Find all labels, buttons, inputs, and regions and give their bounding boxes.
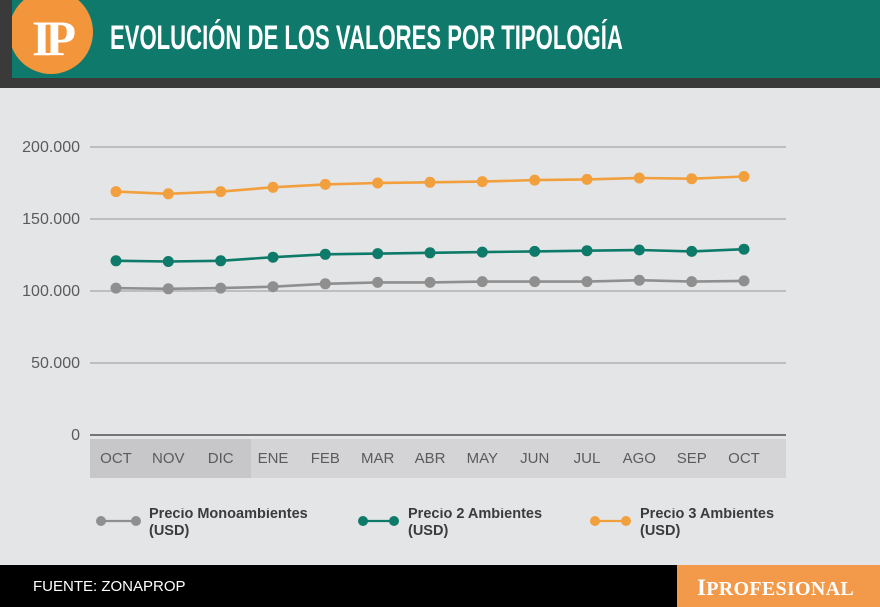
- svg-text:FEB: FEB: [311, 450, 340, 467]
- svg-text:ABR: ABR: [415, 450, 446, 467]
- svg-text:150.000: 150.000: [22, 211, 80, 228]
- svg-text:Precio 2 Ambientes: Precio 2 Ambientes: [408, 508, 542, 522]
- svg-text:(USD): (USD): [408, 523, 448, 539]
- svg-text:SEP: SEP: [677, 450, 707, 467]
- svg-text:(USD): (USD): [640, 523, 680, 539]
- svg-text:DIC: DIC: [208, 450, 234, 467]
- svg-text:MAY: MAY: [467, 450, 498, 467]
- svg-text:OCT: OCT: [728, 450, 760, 467]
- svg-text:Precio 3 Ambientes: Precio 3 Ambientes: [640, 508, 774, 522]
- svg-text:50.000: 50.000: [31, 355, 80, 372]
- svg-text:0: 0: [71, 427, 80, 444]
- svg-text:NOV: NOV: [152, 450, 185, 467]
- svg-text:MAR: MAR: [361, 450, 395, 467]
- svg-text:OCT: OCT: [100, 450, 132, 467]
- svg-text:ENE: ENE: [258, 450, 289, 467]
- svg-text:AGO: AGO: [623, 450, 656, 467]
- svg-text:JUN: JUN: [520, 450, 549, 467]
- svg-text:Precio Monoambientes: Precio Monoambientes: [149, 508, 308, 522]
- svg-text:200.000: 200.000: [22, 139, 80, 156]
- svg-text:100.000: 100.000: [22, 283, 80, 300]
- svg-text:(USD): (USD): [149, 523, 189, 539]
- svg-text:JUL: JUL: [574, 450, 601, 467]
